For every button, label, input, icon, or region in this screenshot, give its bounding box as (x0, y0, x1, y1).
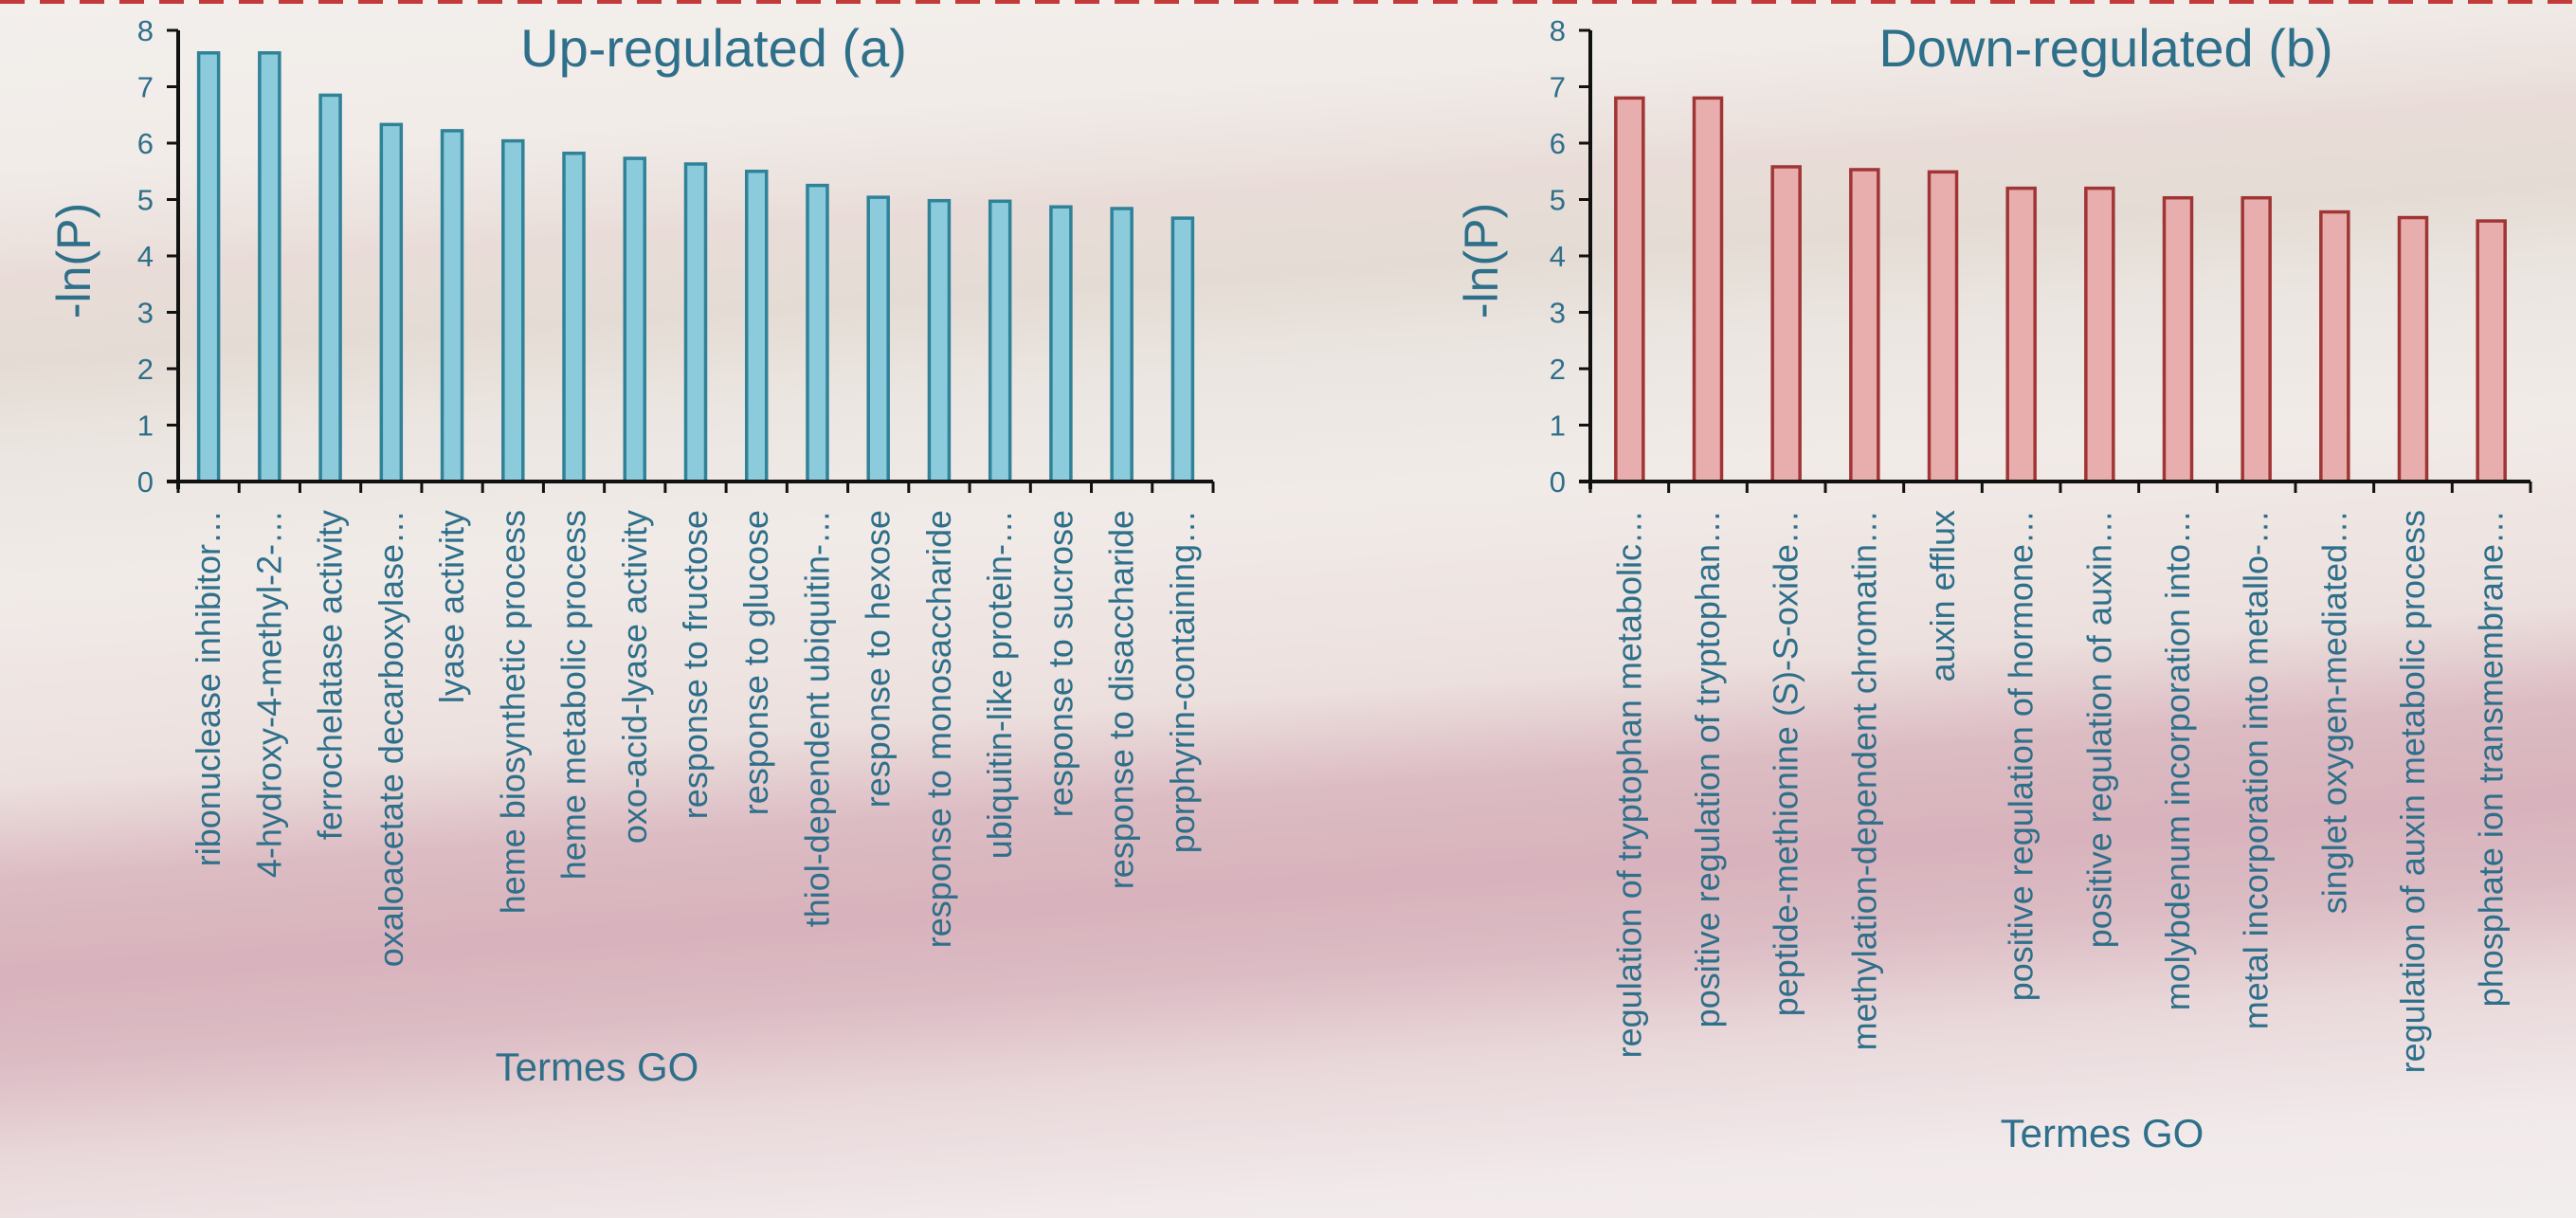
category-label: phosphate ion transmembrane… (2472, 510, 2511, 1007)
bar (501, 138, 525, 483)
bar (683, 162, 708, 483)
category-label: lyase activity (432, 510, 471, 703)
category-label: response to fructose (676, 510, 715, 819)
bar (1170, 216, 1195, 483)
bar (1614, 96, 1645, 483)
y-axis-label: -ln(P) (47, 203, 100, 318)
y-tick-label: 4 (137, 240, 154, 273)
category-label: regulation of tryptophan metabolic… (1609, 510, 1648, 1058)
bar (1049, 205, 1073, 483)
category-label: ubiquitin-like protein-… (980, 510, 1019, 859)
category-label: oxaloacetate decarboxylase… (372, 510, 410, 967)
y-tick-label: 1 (1550, 409, 1566, 443)
y-tick-label: 7 (137, 71, 154, 104)
category-label: response to hexose (859, 510, 898, 808)
bar (318, 93, 342, 483)
bar (2005, 186, 2037, 483)
category-label: ribonuclease inhibitor… (189, 510, 227, 866)
bar (562, 151, 586, 483)
bar (2084, 186, 2115, 483)
y-tick-label: 2 (1550, 353, 1566, 386)
category-label: regulation of auxin metabolic process (2393, 510, 2432, 1073)
bar (744, 170, 769, 483)
category-label: metal incorporation into metallo-… (2237, 510, 2276, 1029)
down-regulated-chart: Down-regulated (b) -ln(P) Termes GO 0 1 2 3… (1455, 14, 2532, 1155)
category-label: singlet oxygen-mediated… (2314, 510, 2353, 914)
category-label: heme biosynthetic process (493, 510, 532, 914)
bar (1770, 165, 1802, 483)
bar (806, 183, 829, 483)
category-label: response to glucose (736, 510, 775, 815)
category-label: response to monosaccharide (919, 510, 958, 948)
y-tick-label: 1 (137, 409, 154, 443)
category-label: thiol-dependent ubiquitin-… (797, 510, 836, 927)
bar (2397, 215, 2429, 483)
y-tick-label: 0 (1550, 465, 1566, 499)
y-axis-label: -ln(P) (1455, 203, 1508, 318)
category-label: oxo-acid-lyase activity (615, 510, 654, 844)
bar (2476, 219, 2507, 483)
category-label: positive regulation of tryptophan… (1688, 510, 1727, 1027)
y-tick-label: 8 (137, 14, 154, 47)
bar (623, 156, 647, 483)
category-label: positive regulation of hormone… (2002, 510, 2041, 1001)
category-label: positive regulation of auxin… (2079, 510, 2118, 948)
bar (2162, 195, 2194, 483)
bar (1692, 96, 1724, 483)
bar (1110, 207, 1134, 483)
bar (927, 198, 952, 483)
bar (866, 195, 890, 483)
x-axis-label: Termes GO (2001, 1111, 2204, 1155)
y-tick-label: 7 (1550, 71, 1566, 104)
bar (258, 51, 281, 483)
category-label: peptide-methionine (S)-S-oxide… (1767, 510, 1805, 1016)
category-label: porphyrin-containing… (1163, 510, 1202, 853)
bar (440, 129, 464, 483)
x-axis-label: Termes GO (496, 1045, 699, 1089)
y-tick-label: 0 (137, 465, 154, 499)
y-tick-label: 4 (1550, 240, 1566, 273)
bar (379, 122, 404, 483)
category-label: methylation-dependent chromatin… (1844, 510, 1883, 1050)
up-regulated-chart: Up-regulated (a) -ln(P) Termes GO 0 1 2 3 4 5… (47, 14, 1215, 1089)
bar (1927, 170, 1959, 483)
bar (2319, 209, 2350, 483)
bar (988, 199, 1012, 483)
top-dashed-border (0, 0, 2576, 4)
category-label: heme metabolic process (554, 510, 593, 880)
y-tick-label: 3 (137, 297, 154, 330)
bar (196, 51, 221, 483)
y-tick-label: 2 (137, 353, 154, 386)
y-tick-label: 6 (137, 127, 154, 160)
category-label: molybdenum incorporation into… (2158, 510, 2197, 1010)
category-label: response to disaccharide (1102, 510, 1141, 889)
category-label: auxin efflux (1923, 510, 1962, 682)
bar (1849, 168, 1880, 483)
category-label: ferrochelatase activity (311, 510, 350, 840)
y-tick-label: 5 (1550, 184, 1566, 217)
y-tick-label: 6 (1550, 127, 1566, 160)
category-label: 4-hydroxy-4-methyl-2-… (249, 510, 288, 878)
chart-title: Down-regulated (b) (1878, 18, 2332, 78)
category-label: response to sucrose (1041, 510, 1079, 817)
y-tick-label: 8 (1550, 14, 1566, 47)
bar (2240, 195, 2272, 483)
y-tick-label: 5 (137, 184, 154, 217)
y-tick-label: 3 (1550, 297, 1566, 330)
chart-title: Up-regulated (a) (520, 18, 907, 78)
